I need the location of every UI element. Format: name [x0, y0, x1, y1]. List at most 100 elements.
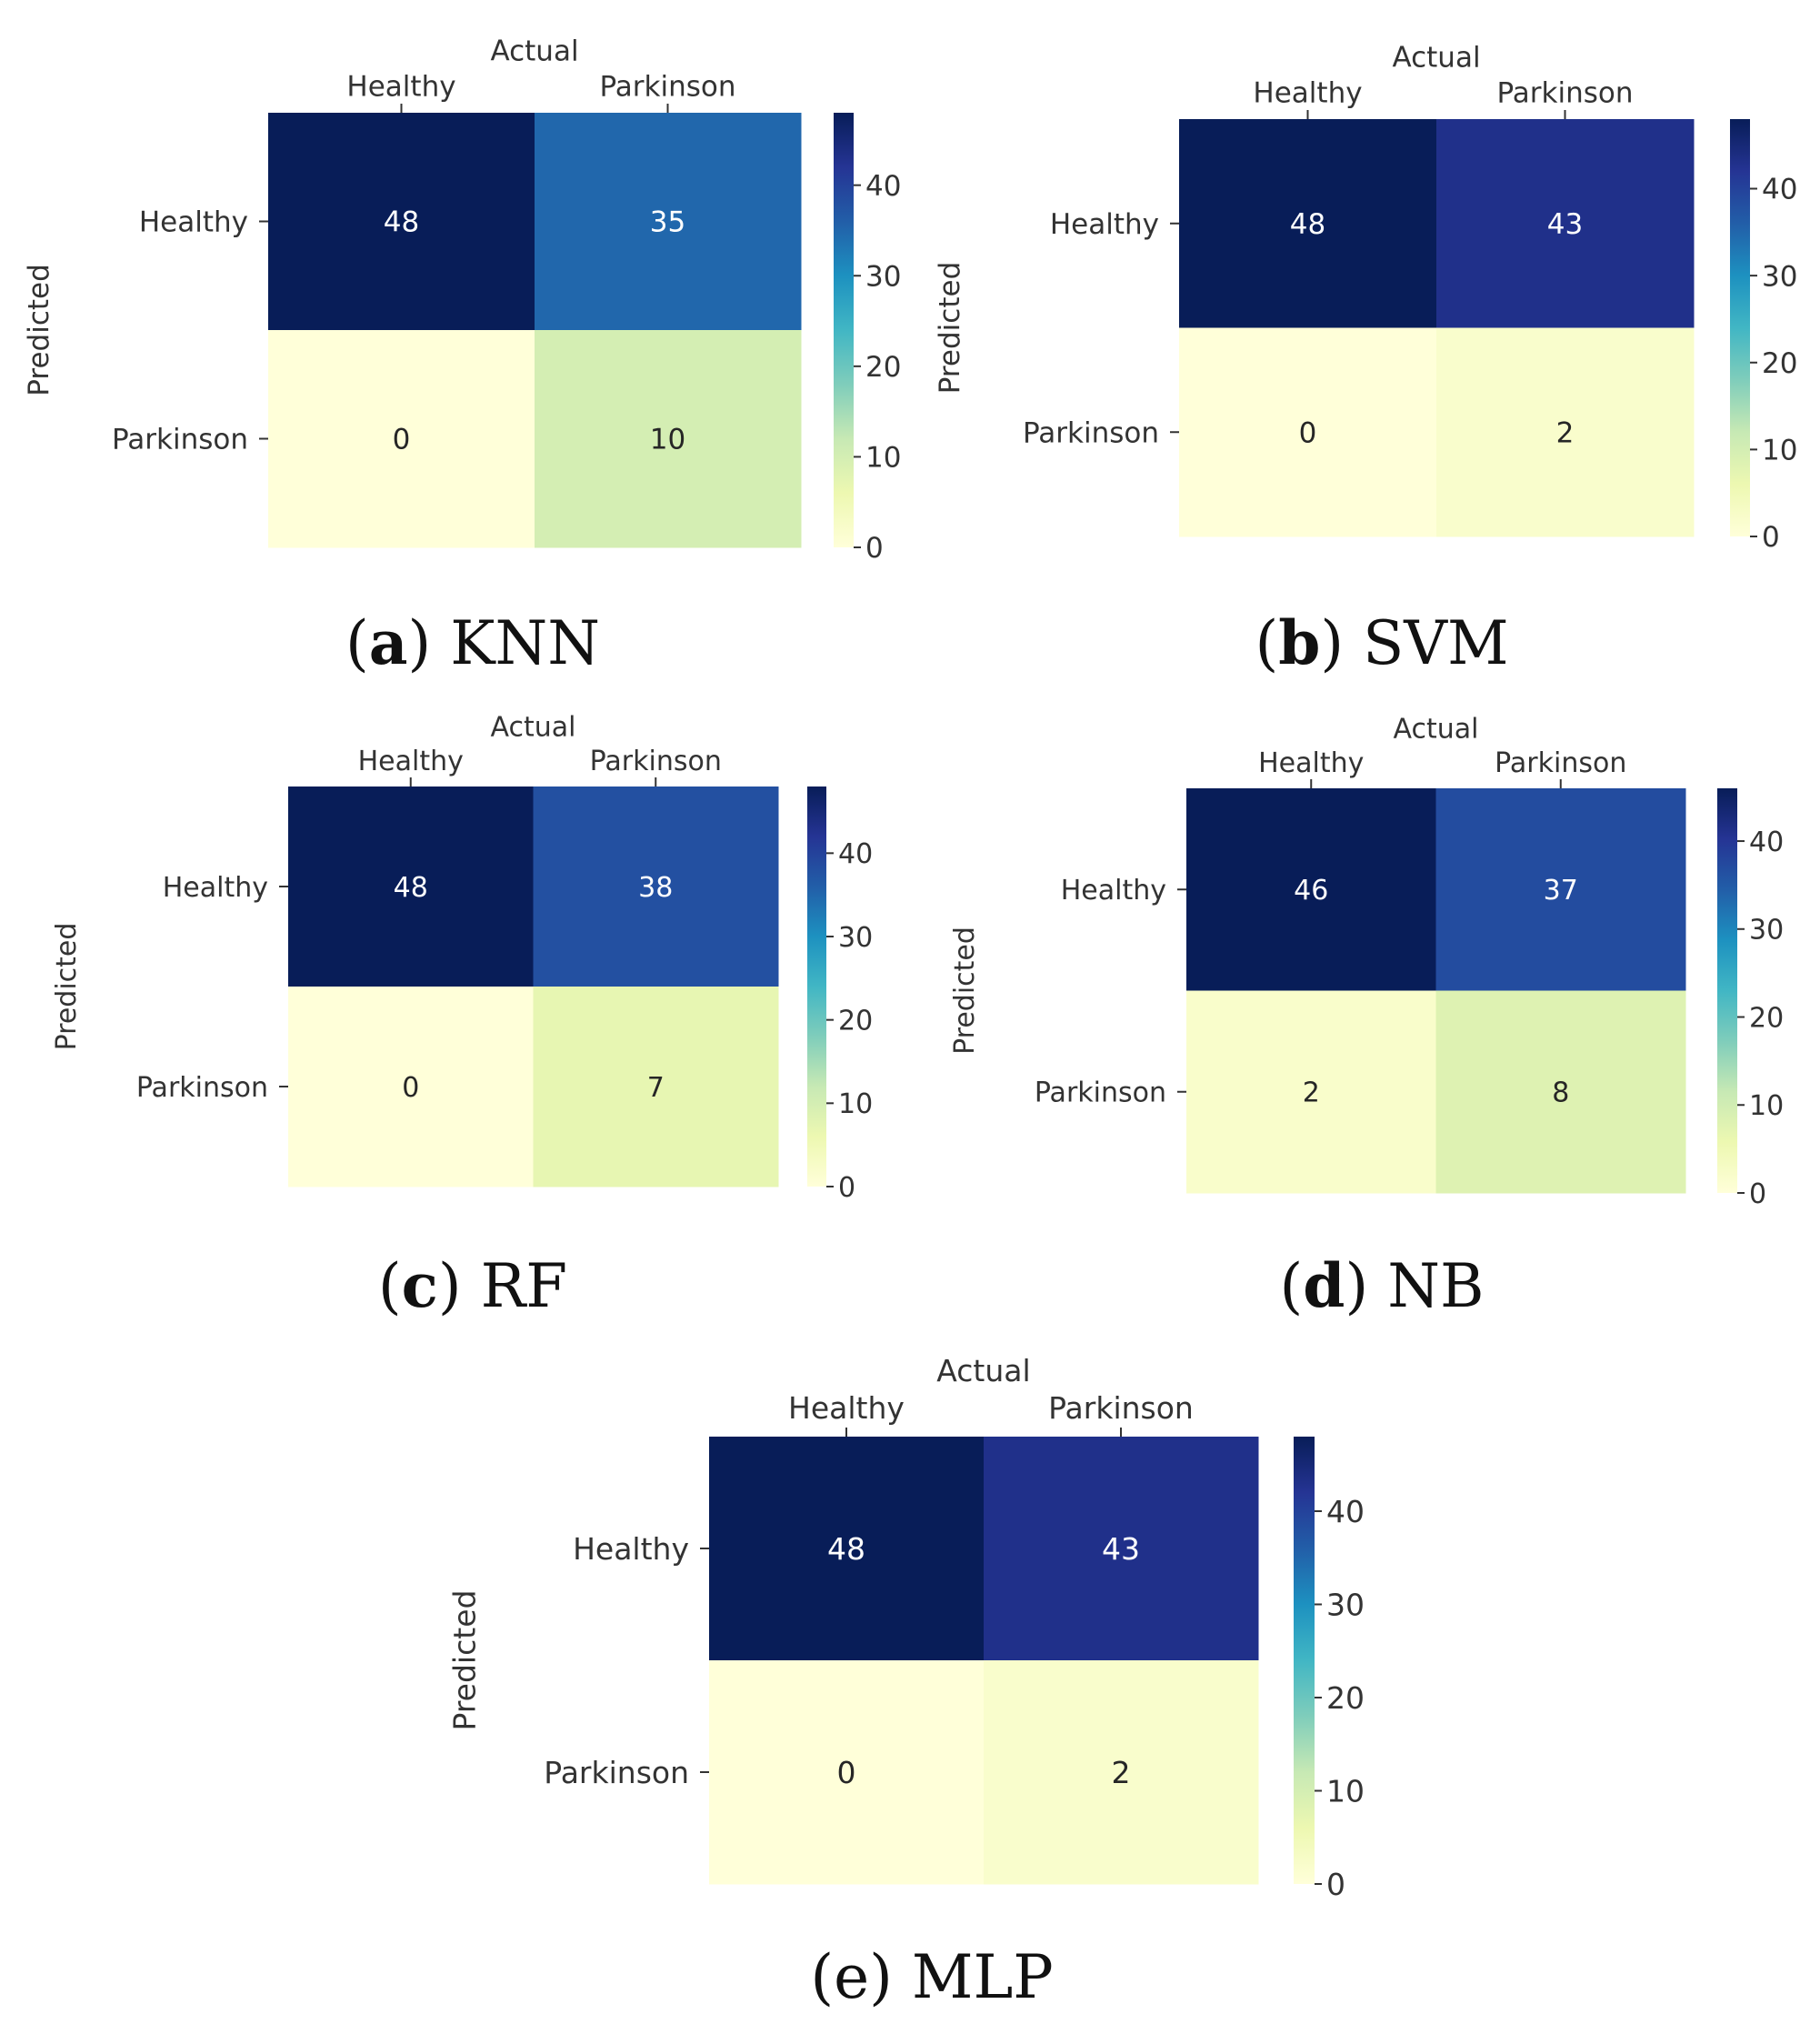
colorbar-tick-label: 30 — [1749, 915, 1784, 947]
colorbar — [1294, 1437, 1315, 1884]
x-tick-label: Healthy — [358, 746, 464, 777]
y-tick-label: Parkinson — [1023, 416, 1159, 449]
cell-value-label: 46 — [1294, 875, 1328, 907]
colorbar-tick-label: 30 — [1326, 1587, 1365, 1622]
colorbar-tick-label: 20 — [865, 351, 901, 384]
heatmap-cell — [535, 113, 802, 331]
panel-caption: (b) SVM — [1255, 607, 1508, 678]
colorbar — [1730, 119, 1750, 536]
heatmap-cell — [709, 1660, 985, 1885]
x-tick-label: Parkinson — [599, 70, 735, 103]
x-axis-label: Actual — [936, 1353, 1030, 1388]
cell-value-label: 0 — [393, 424, 411, 456]
cell-value-label: 43 — [1547, 208, 1583, 241]
cell-value-label: 48 — [384, 206, 419, 239]
panel-caption: (d) NB — [1280, 1250, 1485, 1321]
heatmap-cell — [1186, 788, 1436, 991]
x-tick-label: Parkinson — [1048, 1390, 1194, 1426]
colorbar — [834, 113, 854, 547]
cell-value-label: 10 — [650, 424, 685, 456]
cell-value-label: 0 — [837, 1755, 856, 1790]
colorbar-tick-label: 40 — [1326, 1494, 1365, 1529]
x-tick-label: Healthy — [788, 1390, 905, 1426]
colorbar-tick-label: 10 — [1326, 1773, 1365, 1809]
panel-label: c — [402, 1250, 438, 1321]
cell-value-label: 48 — [827, 1531, 865, 1567]
heatmap-cell — [1186, 990, 1436, 1194]
panel-label: b — [1278, 607, 1320, 678]
cell-value-label: 2 — [1556, 416, 1575, 449]
panel-caption: (e) MLP — [810, 1942, 1053, 2012]
y-axis-label: Predicted — [447, 1590, 483, 1731]
panel-model-name: RF — [481, 1251, 568, 1321]
colorbar-tick-label: 0 — [1762, 521, 1780, 554]
confusion-matrix-rf: 48 38 0 7 Actual Healthy Parkinson Healthy Parki… — [51, 712, 873, 1322]
cell-value-label: 38 — [638, 872, 673, 904]
panel-model-name: NB — [1387, 1251, 1484, 1321]
colorbar — [1717, 788, 1737, 1193]
colorbar-tick-label: 40 — [1749, 827, 1784, 858]
y-tick-label: Parkinson — [544, 1755, 689, 1790]
colorbar-tick-label: 40 — [1762, 174, 1797, 206]
cell-value-label: 35 — [650, 206, 685, 239]
panel-model-name: SVM — [1363, 608, 1508, 678]
heatmap-cell — [984, 1437, 1259, 1661]
x-tick-label: Healthy — [346, 70, 455, 103]
y-tick-label: Parkinson — [136, 1072, 268, 1104]
x-axis-label: Actual — [1394, 714, 1479, 746]
cell-value-label: 43 — [1102, 1531, 1140, 1567]
heatmap-cell — [288, 787, 534, 987]
y-tick-label: Healthy — [139, 206, 248, 239]
heatmap-cell — [533, 987, 779, 1187]
x-tick-label: Parkinson — [590, 746, 722, 777]
heatmap-cell — [709, 1437, 985, 1661]
y-axis-label: Predicted — [51, 923, 83, 1051]
heatmap-cell — [533, 787, 779, 987]
panel-caption: (a) KNN — [345, 607, 600, 678]
cell-value-label: 2 — [1303, 1077, 1320, 1109]
colorbar-tick-label: 30 — [1762, 260, 1797, 293]
y-tick-label: Healthy — [163, 872, 268, 904]
cell-value-label: 48 — [394, 872, 428, 904]
heatmap-cell — [535, 330, 802, 548]
cell-value-label: 0 — [402, 1072, 419, 1104]
colorbar-tick-label: 0 — [1749, 1178, 1766, 1210]
heatmap-cell — [1179, 327, 1437, 537]
colorbar-tick-label: 10 — [1749, 1090, 1784, 1122]
colorbar — [807, 787, 826, 1187]
cell-value-label: 0 — [1299, 416, 1317, 449]
x-axis-label: Actual — [1392, 42, 1480, 75]
x-axis-label: Actual — [491, 712, 576, 744]
panel-label: d — [1303, 1250, 1345, 1321]
heatmap-cell — [288, 987, 534, 1187]
y-axis-label: Predicted — [949, 927, 981, 1055]
heatmap-cell — [1435, 788, 1686, 991]
panel-label: a — [369, 607, 408, 678]
heatmap-cell — [268, 113, 535, 331]
heatmap-cell — [1436, 327, 1695, 537]
colorbar-tick-label: 10 — [1762, 435, 1797, 467]
heatmap-cell — [268, 330, 535, 548]
y-axis-label: Predicted — [23, 264, 55, 396]
panel-label: e — [834, 1942, 869, 2012]
confusion-matrix-svm: 48 43 0 2 Actual Healthy Parkinson Healthy Parki… — [934, 42, 1797, 678]
cell-value-label: 8 — [1552, 1077, 1569, 1109]
panel-model-name: MLP — [912, 1942, 1054, 2012]
confusion-matrix-mlp: 48 43 0 2 Actual Healthy Parkinson Healthy Parki… — [447, 1353, 1365, 2012]
cell-value-label: 48 — [1290, 208, 1325, 241]
colorbar-tick-label: 30 — [865, 260, 901, 293]
colorbar-tick-label: 40 — [838, 838, 873, 870]
colorbar-tick-label: 20 — [1762, 347, 1797, 380]
y-tick-label: Healthy — [1050, 208, 1159, 241]
heatmap-cell — [984, 1660, 1259, 1885]
y-tick-label: Healthy — [1061, 875, 1166, 907]
panel-caption: (c) RF — [378, 1250, 567, 1321]
x-tick-label: Healthy — [1258, 747, 1364, 779]
colorbar-tick-label: 20 — [838, 1005, 873, 1037]
panel-model-name: KNN — [450, 608, 600, 678]
confusion-matrix-knn: 48 35 0 10 Actual Healthy Parkinson Healthy Park… — [23, 35, 901, 678]
y-axis-label: Predicted — [934, 262, 966, 395]
x-tick-label: Parkinson — [1495, 747, 1626, 779]
